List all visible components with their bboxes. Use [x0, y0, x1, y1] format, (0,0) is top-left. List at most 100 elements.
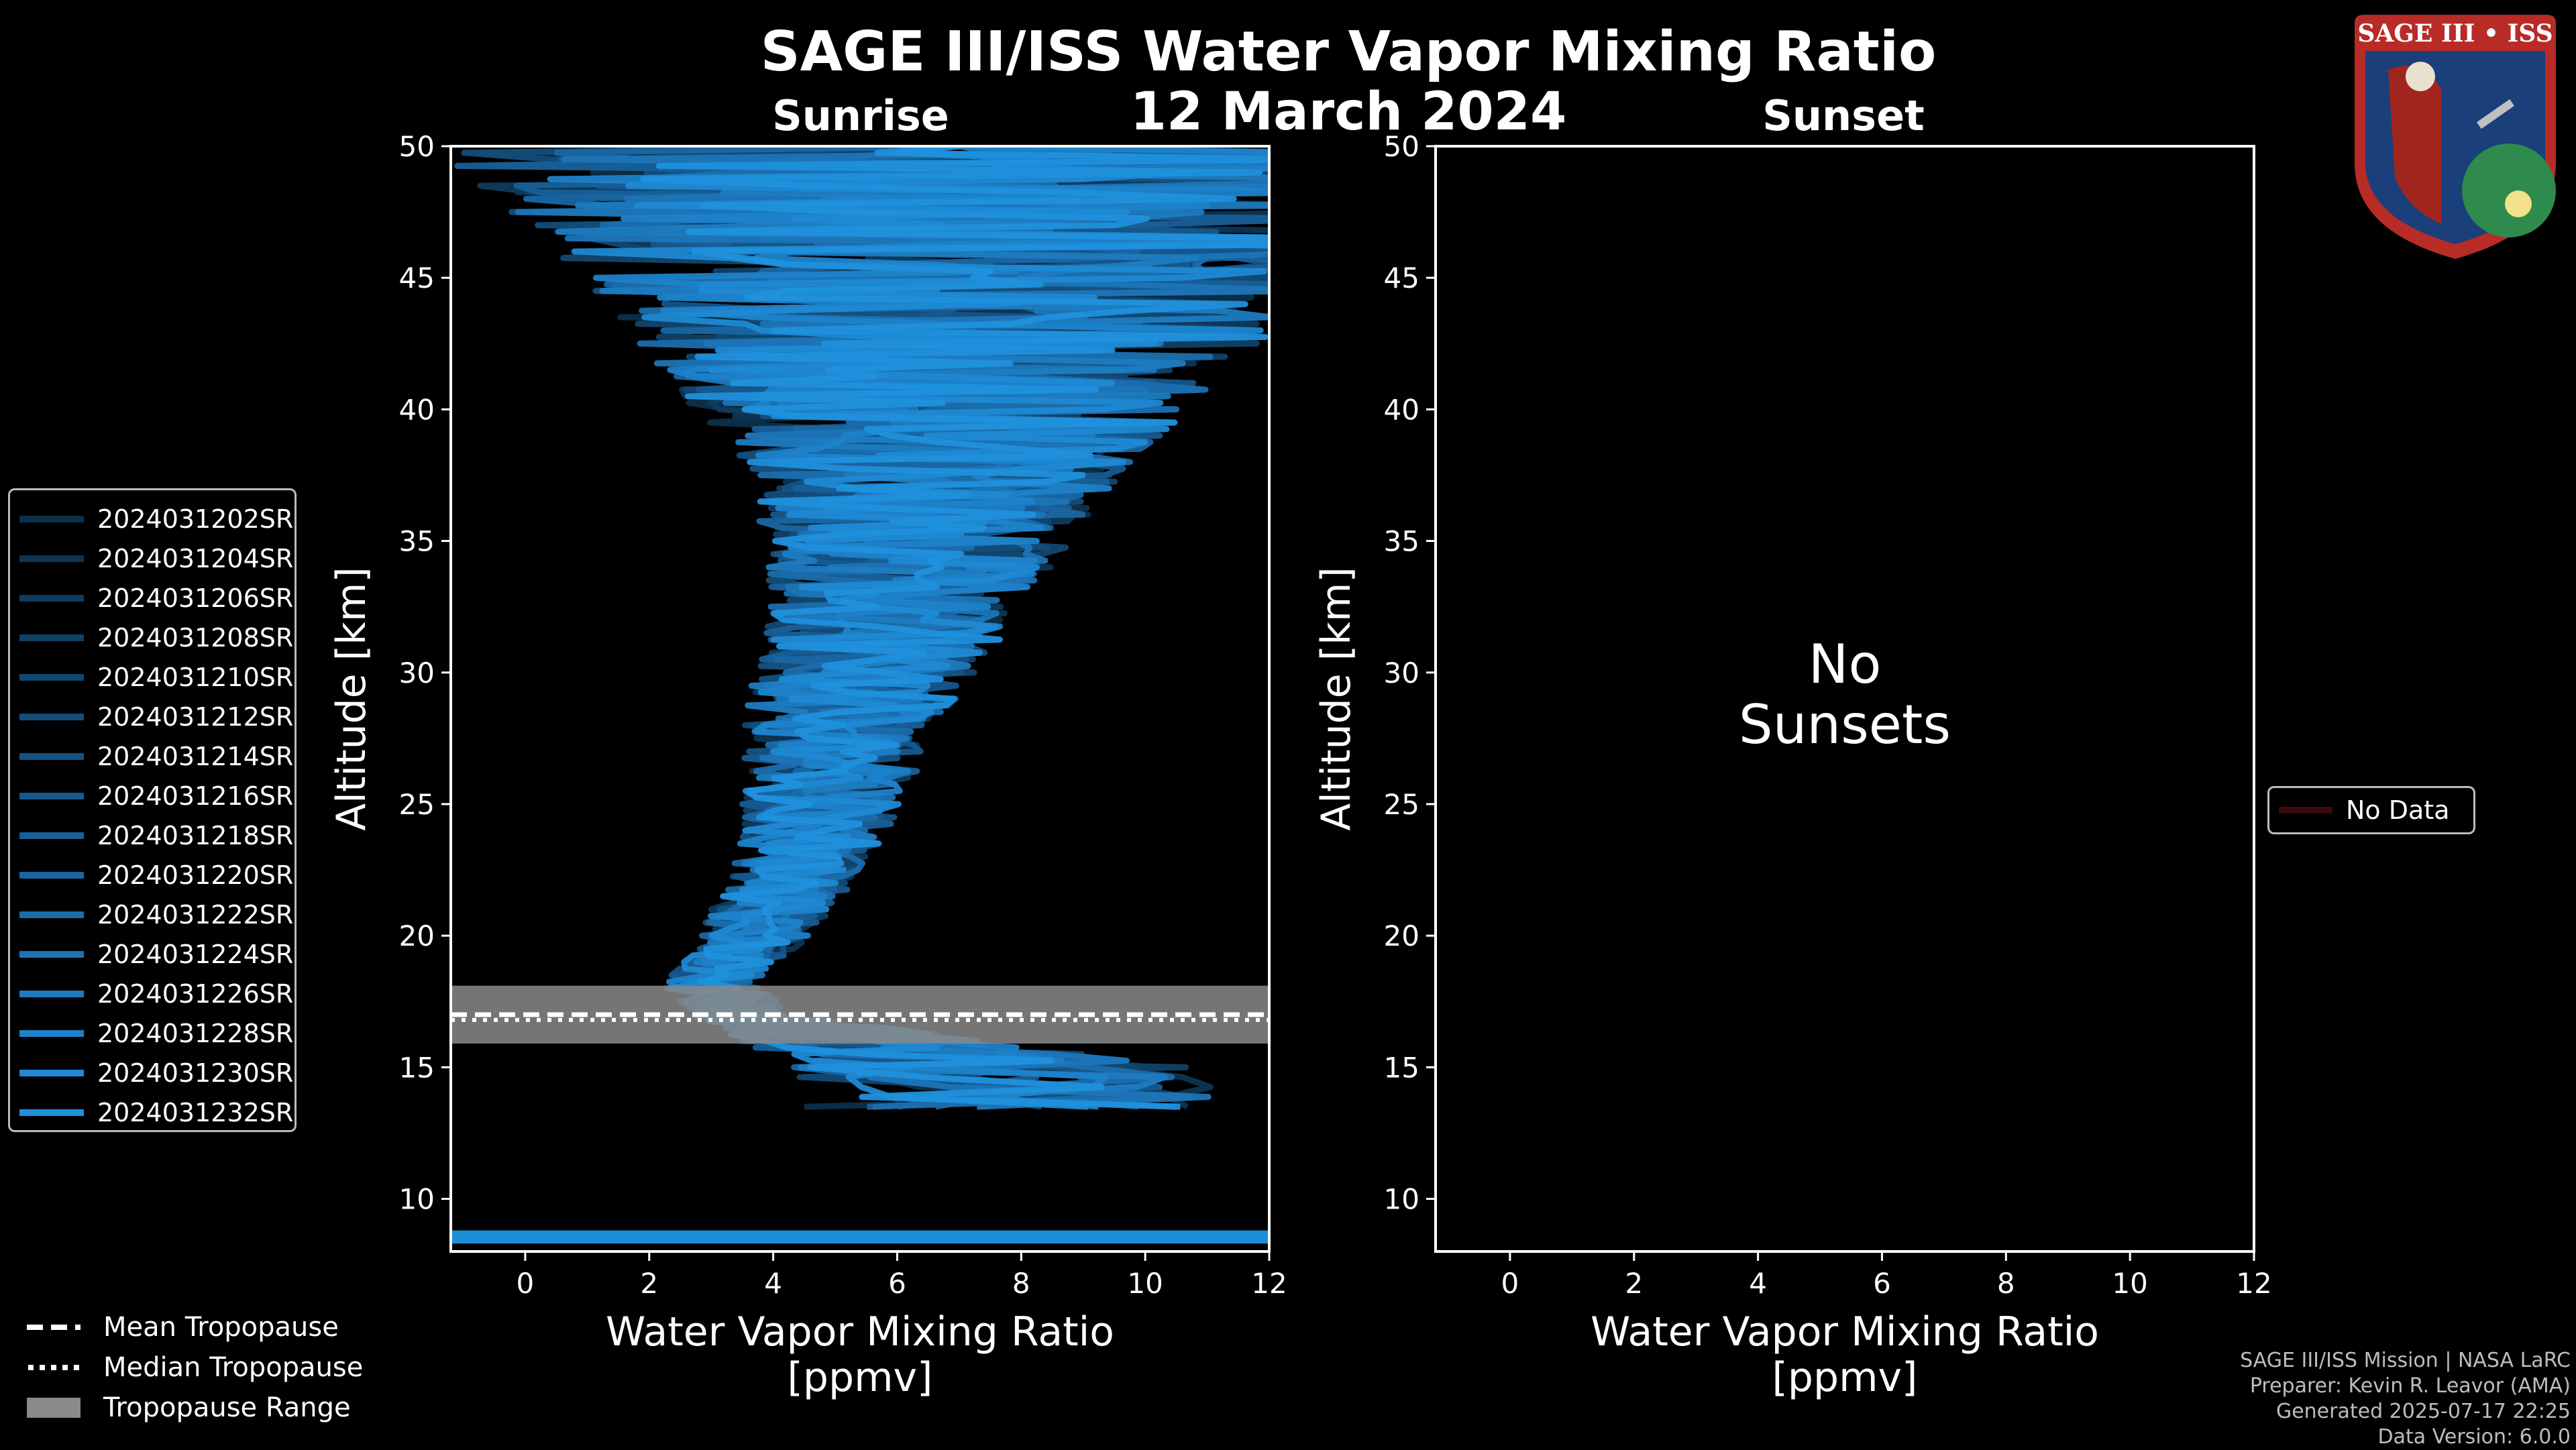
- legend-item-2024031224SR: 2024031224SR: [10, 935, 293, 974]
- x-tick-label: 2: [640, 1267, 658, 1300]
- dashed-line-icon: [27, 1325, 80, 1330]
- legend-swatch: [19, 1109, 84, 1116]
- y-tick-label: 30: [1384, 657, 1419, 689]
- y-tick-label: 15: [1384, 1051, 1419, 1084]
- profile-line-2024031230SR: [571, 146, 1269, 1110]
- legend-swatch: [19, 674, 84, 681]
- sunrise-legend: 2024031202SR 2024031204SR 2024031206SR 2024…: [8, 488, 297, 1132]
- no-sunsets-annotation-line1: No: [1809, 633, 1882, 695]
- y-tick-label: 10: [1384, 1183, 1419, 1216]
- x-tick-label: 10: [1127, 1267, 1163, 1300]
- legend-item-tropopause-range: Tropopause Range: [27, 1388, 351, 1427]
- sunrise-panel-title: Sunrise: [772, 91, 949, 140]
- legend-label: 2024031228SR: [97, 1019, 294, 1048]
- credit-version: Data Version: 6.0.0: [2377, 1425, 2571, 1449]
- y-tick-label: 35: [399, 525, 435, 558]
- sunset-legend: No Data: [2267, 786, 2475, 834]
- figure-title: SAGE III/ISS Water Vapor Mixing Ratio: [760, 20, 1937, 84]
- legend-swatch: [19, 516, 84, 522]
- sunrise-chart: 0 2 4 6 8 10 12 10 15 20 25 30 35 40 45 50 Altitude [km…: [328, 130, 1287, 1401]
- legend-label: 2024031204SR: [97, 544, 294, 573]
- legend-swatch: [19, 634, 84, 641]
- x-tick-label: 0: [1501, 1267, 1519, 1300]
- sunrise-x-axis-label: Water Vapor Mixing Ratio: [606, 1308, 1114, 1355]
- credit-generated: Generated 2025-07-17 22:25: [2275, 1400, 2571, 1423]
- y-tick-label: 50: [399, 130, 435, 163]
- legend-label: 2024031208SR: [97, 623, 294, 653]
- legend-item-2024031220SR: 2024031220SR: [10, 856, 293, 895]
- legend-swatch: [19, 555, 84, 562]
- sunset-chart: 0 2 4 6 8 10 12 10 15 20 25 30 35 40 45 50 Altitude [km…: [1315, 130, 2272, 1401]
- y-tick-label: 35: [1384, 525, 1419, 558]
- sunset-x-axis-units: [ppmv]: [1772, 1354, 1918, 1401]
- no-sunsets-annotation-line2: Sunsets: [1739, 693, 1951, 756]
- sunset-plot-frame: [1434, 145, 2255, 1253]
- legend-swatch: [19, 714, 84, 720]
- gray-range-swatch: [27, 1398, 80, 1418]
- legend-swatch: [19, 832, 84, 839]
- legend-item-no-data: No Data: [2269, 791, 2450, 830]
- x-tick-label: 4: [764, 1267, 782, 1300]
- legend-item-median-tropopause: Median Tropopause: [27, 1348, 363, 1387]
- y-tick-label: 50: [1384, 130, 1419, 163]
- legend-label: 2024031224SR: [97, 940, 294, 969]
- legend-item-2024031230SR: 2024031230SR: [10, 1054, 293, 1093]
- legend-swatch: [19, 595, 84, 602]
- legend-item-2024031204SR: 2024031204SR: [10, 539, 293, 578]
- sunrise-y-axis-label: Altitude [km]: [328, 567, 375, 831]
- legend-label: 2024031226SR: [97, 979, 294, 1009]
- median-tropopause-label: Median Tropopause: [103, 1352, 364, 1383]
- x-tick-label: 0: [517, 1267, 535, 1300]
- legend-swatch: [19, 753, 84, 760]
- y-tick-label: 40: [399, 393, 435, 426]
- legend-item-mean-tropopause: Mean Tropopause: [27, 1308, 339, 1347]
- mean-tropopause-label: Mean Tropopause: [103, 1312, 339, 1343]
- sunset-x-axis-label: Water Vapor Mixing Ratio: [1591, 1308, 2099, 1355]
- x-tick-label: 8: [1997, 1267, 2015, 1300]
- sunrise-profiles: [451, 146, 1269, 1244]
- x-tick-label: 4: [1749, 1267, 1767, 1300]
- x-tick-label: 8: [1012, 1267, 1030, 1300]
- legend-label: 2024031216SR: [97, 781, 294, 811]
- legend-item-2024031202SR: 2024031202SR: [10, 500, 293, 539]
- legend-item-2024031214SR: 2024031214SR: [10, 737, 293, 776]
- low-altitude-band: [451, 1230, 1269, 1244]
- legend-item-2024031208SR: 2024031208SR: [10, 618, 293, 657]
- legend-item-2024031226SR: 2024031226SR: [10, 974, 293, 1013]
- tropopause-legend: Mean Tropopause Median Tropopause Tropop…: [0, 1308, 402, 1429]
- logo-text: SAGE III • ISS: [2357, 19, 2553, 48]
- y-tick-label: 45: [399, 262, 435, 294]
- legend-label: No Data: [2346, 795, 2450, 825]
- legend-item-2024031210SR: 2024031210SR: [10, 658, 293, 697]
- y-tick-label: 15: [399, 1051, 435, 1084]
- credit-preparer: Preparer: Kevin R. Leavor (AMA): [2249, 1374, 2571, 1398]
- sunrise-plot-frame: [449, 145, 1271, 1253]
- legend-item-2024031206SR: 2024031206SR: [10, 579, 293, 618]
- legend-item-2024031222SR: 2024031222SR: [10, 895, 293, 934]
- legend-item-2024031216SR: 2024031216SR: [10, 777, 293, 816]
- legend-item-2024031228SR: 2024031228SR: [10, 1014, 293, 1053]
- legend-label: 2024031210SR: [97, 663, 294, 692]
- x-tick-label: 12: [1251, 1267, 1287, 1300]
- legend-swatch: [2279, 807, 2332, 814]
- legend-swatch: [19, 911, 84, 918]
- dotted-line-icon: [28, 1365, 80, 1370]
- legend-swatch: [19, 991, 84, 997]
- legend-swatch: [19, 951, 84, 958]
- figure-date: 12 March 2024: [1130, 82, 1567, 142]
- x-tick-label: 2: [1625, 1267, 1643, 1300]
- legend-label: 2024031230SR: [97, 1058, 294, 1088]
- profile-line-2024031232SR: [640, 146, 1269, 1110]
- sunrise-x-axis-units: [ppmv]: [788, 1354, 933, 1401]
- legend-item-2024031218SR: 2024031218SR: [10, 816, 293, 855]
- legend-label: 2024031232SR: [97, 1098, 294, 1127]
- sunset-panel-title: Sunset: [1762, 91, 1925, 140]
- y-tick-label: 40: [1384, 393, 1419, 426]
- credit-mission: SAGE III/ISS Mission | NASA LaRC: [2240, 1349, 2571, 1372]
- credits: SAGE III/ISS Mission | NASA LaRC Prepare…: [2240, 1348, 2571, 1450]
- legend-swatch: [19, 872, 84, 879]
- legend-swatch: [19, 1070, 84, 1076]
- x-tick-label: 12: [2236, 1267, 2271, 1300]
- sunset-y-axis-label: Altitude [km]: [1315, 567, 1360, 831]
- tropopause-range-label: Tropopause Range: [103, 1392, 351, 1423]
